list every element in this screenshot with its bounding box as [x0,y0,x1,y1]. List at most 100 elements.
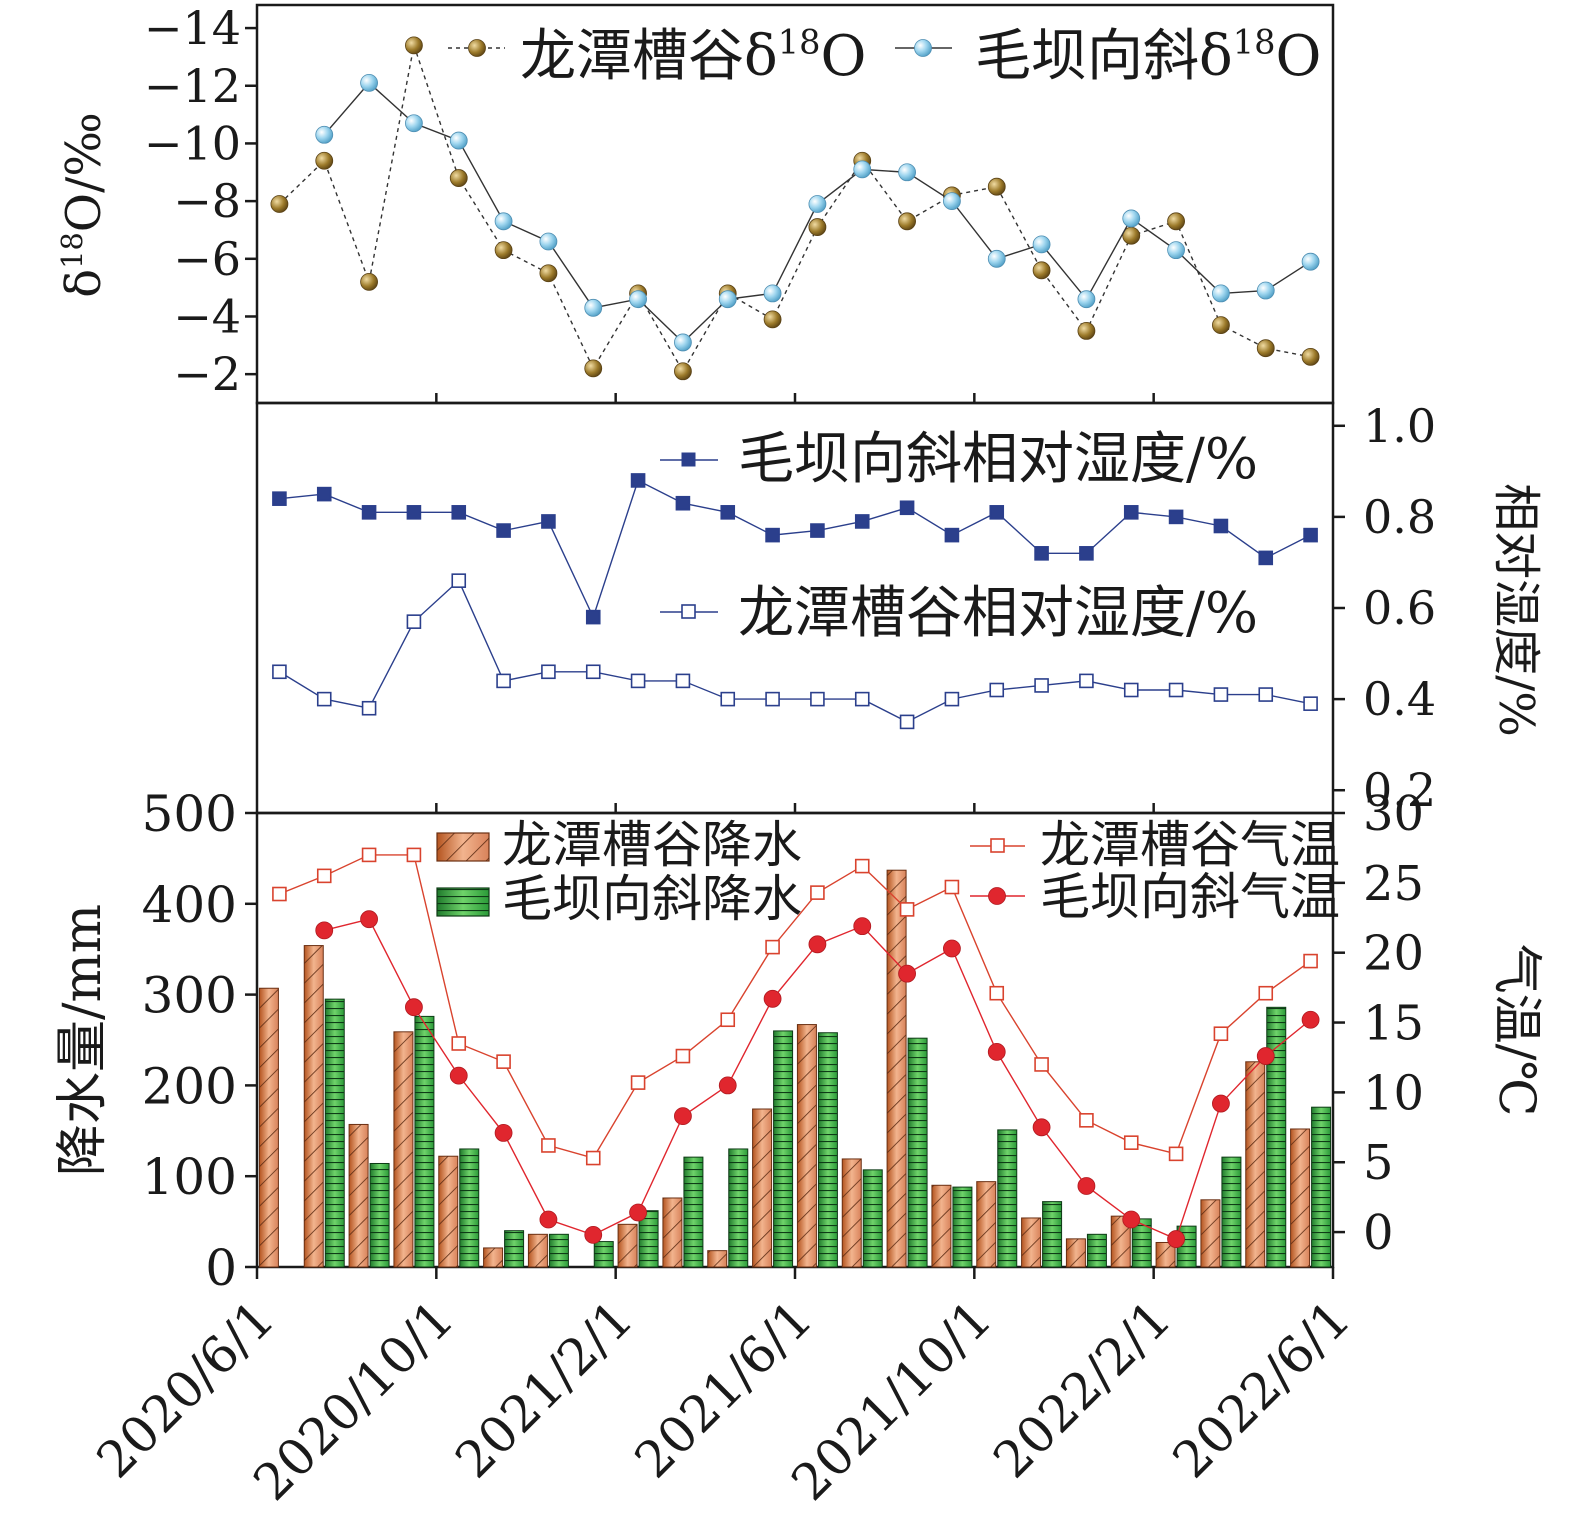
longtan-precip-bar-hatch [976,1181,996,1267]
maoba-precip-bar-lines [459,1148,479,1267]
maoba-humidity-point [272,491,287,506]
maoba-d18o-point [853,160,872,179]
maoba-temp-point [1167,1230,1185,1248]
maoba-humidity-point [810,523,825,538]
maoba-humidity-point [1213,518,1229,534]
longtan-humidity-point [989,682,1005,698]
maoba-precip-bar-lines [863,1169,883,1267]
isotope-y-tick-label: −2 [173,347,241,401]
maoba-humidity-point [316,486,332,502]
maoba-humidity-point [1079,546,1094,561]
maoba-humidity-point [944,527,960,543]
longtan-precip-bar-hatch [752,1109,772,1267]
longtan-temp-point [899,902,915,917]
longtan-d18o-point [674,362,692,381]
longtan-precip-bar-hatch [1156,1242,1176,1267]
longtan-humidity-point [406,614,422,629]
longtan-d18o-point [808,218,827,236]
longtan-humidity-point [899,714,915,730]
longtan-d18o-point [1077,321,1096,340]
longtan-temp-point [585,1150,601,1166]
humidity-y-tick-label: 0.8 [1363,490,1436,544]
precip-y-tick-label: 400 [142,876,237,934]
legend-longtan-d18o-label: 龙潭槽谷δ18O [520,23,866,89]
longtan-humidity-point [944,691,960,707]
legend-maoba-precip-swatch-lines [437,888,489,916]
maoba-precip-bar-lines [370,1163,390,1267]
humidity-y-tick-label: 0.2 [1363,763,1436,817]
longtan-precip-bar-hatch [707,1250,727,1267]
precip-y-tick-label: 0 [205,1239,237,1297]
longtan-humidity-point [361,700,377,716]
longtan-temp-point [1123,1135,1139,1150]
longtan-d18o-point [270,195,289,213]
longtan-d18o-point [360,272,378,291]
longtan-temp-point [810,885,825,900]
longtan-precip-bar-hatch [842,1158,862,1267]
temp-y-tick-label: 5 [1363,1135,1394,1191]
isotope-y-tick-label: −14 [144,1,241,55]
longtan-humidity-point [675,673,691,689]
longtan-humidity-point [765,691,780,707]
longtan-d18o-point [898,212,916,231]
longtan-humidity-point [810,691,825,707]
maoba-d18o-point [629,290,647,309]
legend-maoba-humidity-label: 毛坝向斜相对湿度/% [738,427,1258,492]
longtan-humidity-point [1258,687,1274,702]
longtan-temp-point [854,858,870,874]
maoba-precip-bar-lines [594,1241,614,1267]
x-tick-label: 2022/2/1 [982,1289,1182,1489]
maoba-precip-bar-lines [1311,1107,1331,1267]
maoba-temp-point [674,1107,692,1126]
longtan-temp-point [496,1054,511,1069]
longtan-precip-bar-hatch [1245,1061,1265,1267]
longtan-d18o-point [315,151,334,170]
longtan-d18o-point [1256,339,1275,358]
maoba-humidity-point [1123,505,1139,520]
longtan-humidity-point [1213,687,1229,702]
humidity-panel: 0.2 0.4 0.6 0.8 1.0 相对湿度/% 毛坝向斜相对湿度/% 龙潭槽谷相对湿度/… [255,399,1544,817]
maoba-d18o-point [898,163,916,182]
legend-longtan-temp-marker [990,838,1005,853]
longtan-precip-bar-hatch [662,1197,682,1267]
temp-y-label: 气温/℃ [1488,944,1546,1117]
longtan-temp-point [272,886,287,902]
longtan-precip-bar-hatch [797,1024,817,1267]
maoba-precip-bar-lines [549,1234,569,1267]
maoba-humidity-point [675,495,691,511]
maoba-d18o-point [1122,209,1141,228]
maoba-temp-point [987,1042,1006,1061]
longtan-humidity-point [541,664,556,680]
maoba-d18o-point [943,192,961,211]
maoba-d18o-point [1167,241,1185,260]
longtan-humidity-point [1034,678,1049,693]
longtan-humidity-point [1123,682,1139,698]
precip-y-tick-label: 200 [142,1057,237,1115]
maoba-d18o-point [808,195,827,213]
maoba-humidity-point [1168,509,1184,525]
longtan-d18o-point [449,169,468,187]
precip-temp-panel: 0 100 200 300 400 500 0 5 10 15 20 25 30 降水量/mm 气温/℃ 龙潭… [53,785,1546,1297]
maoba-humidity-point [1303,527,1318,543]
longtan-temp-point [630,1075,646,1090]
maoba-temp-point [1301,1010,1320,1029]
isotope-y-tick-label: −8 [173,174,241,228]
maoba-humidity-point [630,473,646,488]
longtan-d18o-point [539,264,558,283]
maoba-precip-bar-lines [325,999,345,1267]
maoba-humidity-point [361,505,377,520]
longtan-d18o-point [1212,316,1230,335]
longtan-temp-point [1168,1146,1184,1162]
humidity-y-tick-label: 1.0 [1363,399,1436,453]
maoba-humidity-point [720,505,736,520]
maoba-humidity-point [406,505,422,520]
longtan-humidity-point [720,691,736,707]
longtan-humidity-point [1079,673,1094,689]
legend-maoba-d18o-label: 毛坝向斜δ18O [975,23,1321,89]
series-longtan-d18o-line [278,42,1311,373]
maoba-d18o-point [1212,284,1230,303]
maoba-temp-point [1032,1118,1051,1137]
longtan-humidity-point [316,691,332,707]
maoba-d18o-point [584,298,603,317]
